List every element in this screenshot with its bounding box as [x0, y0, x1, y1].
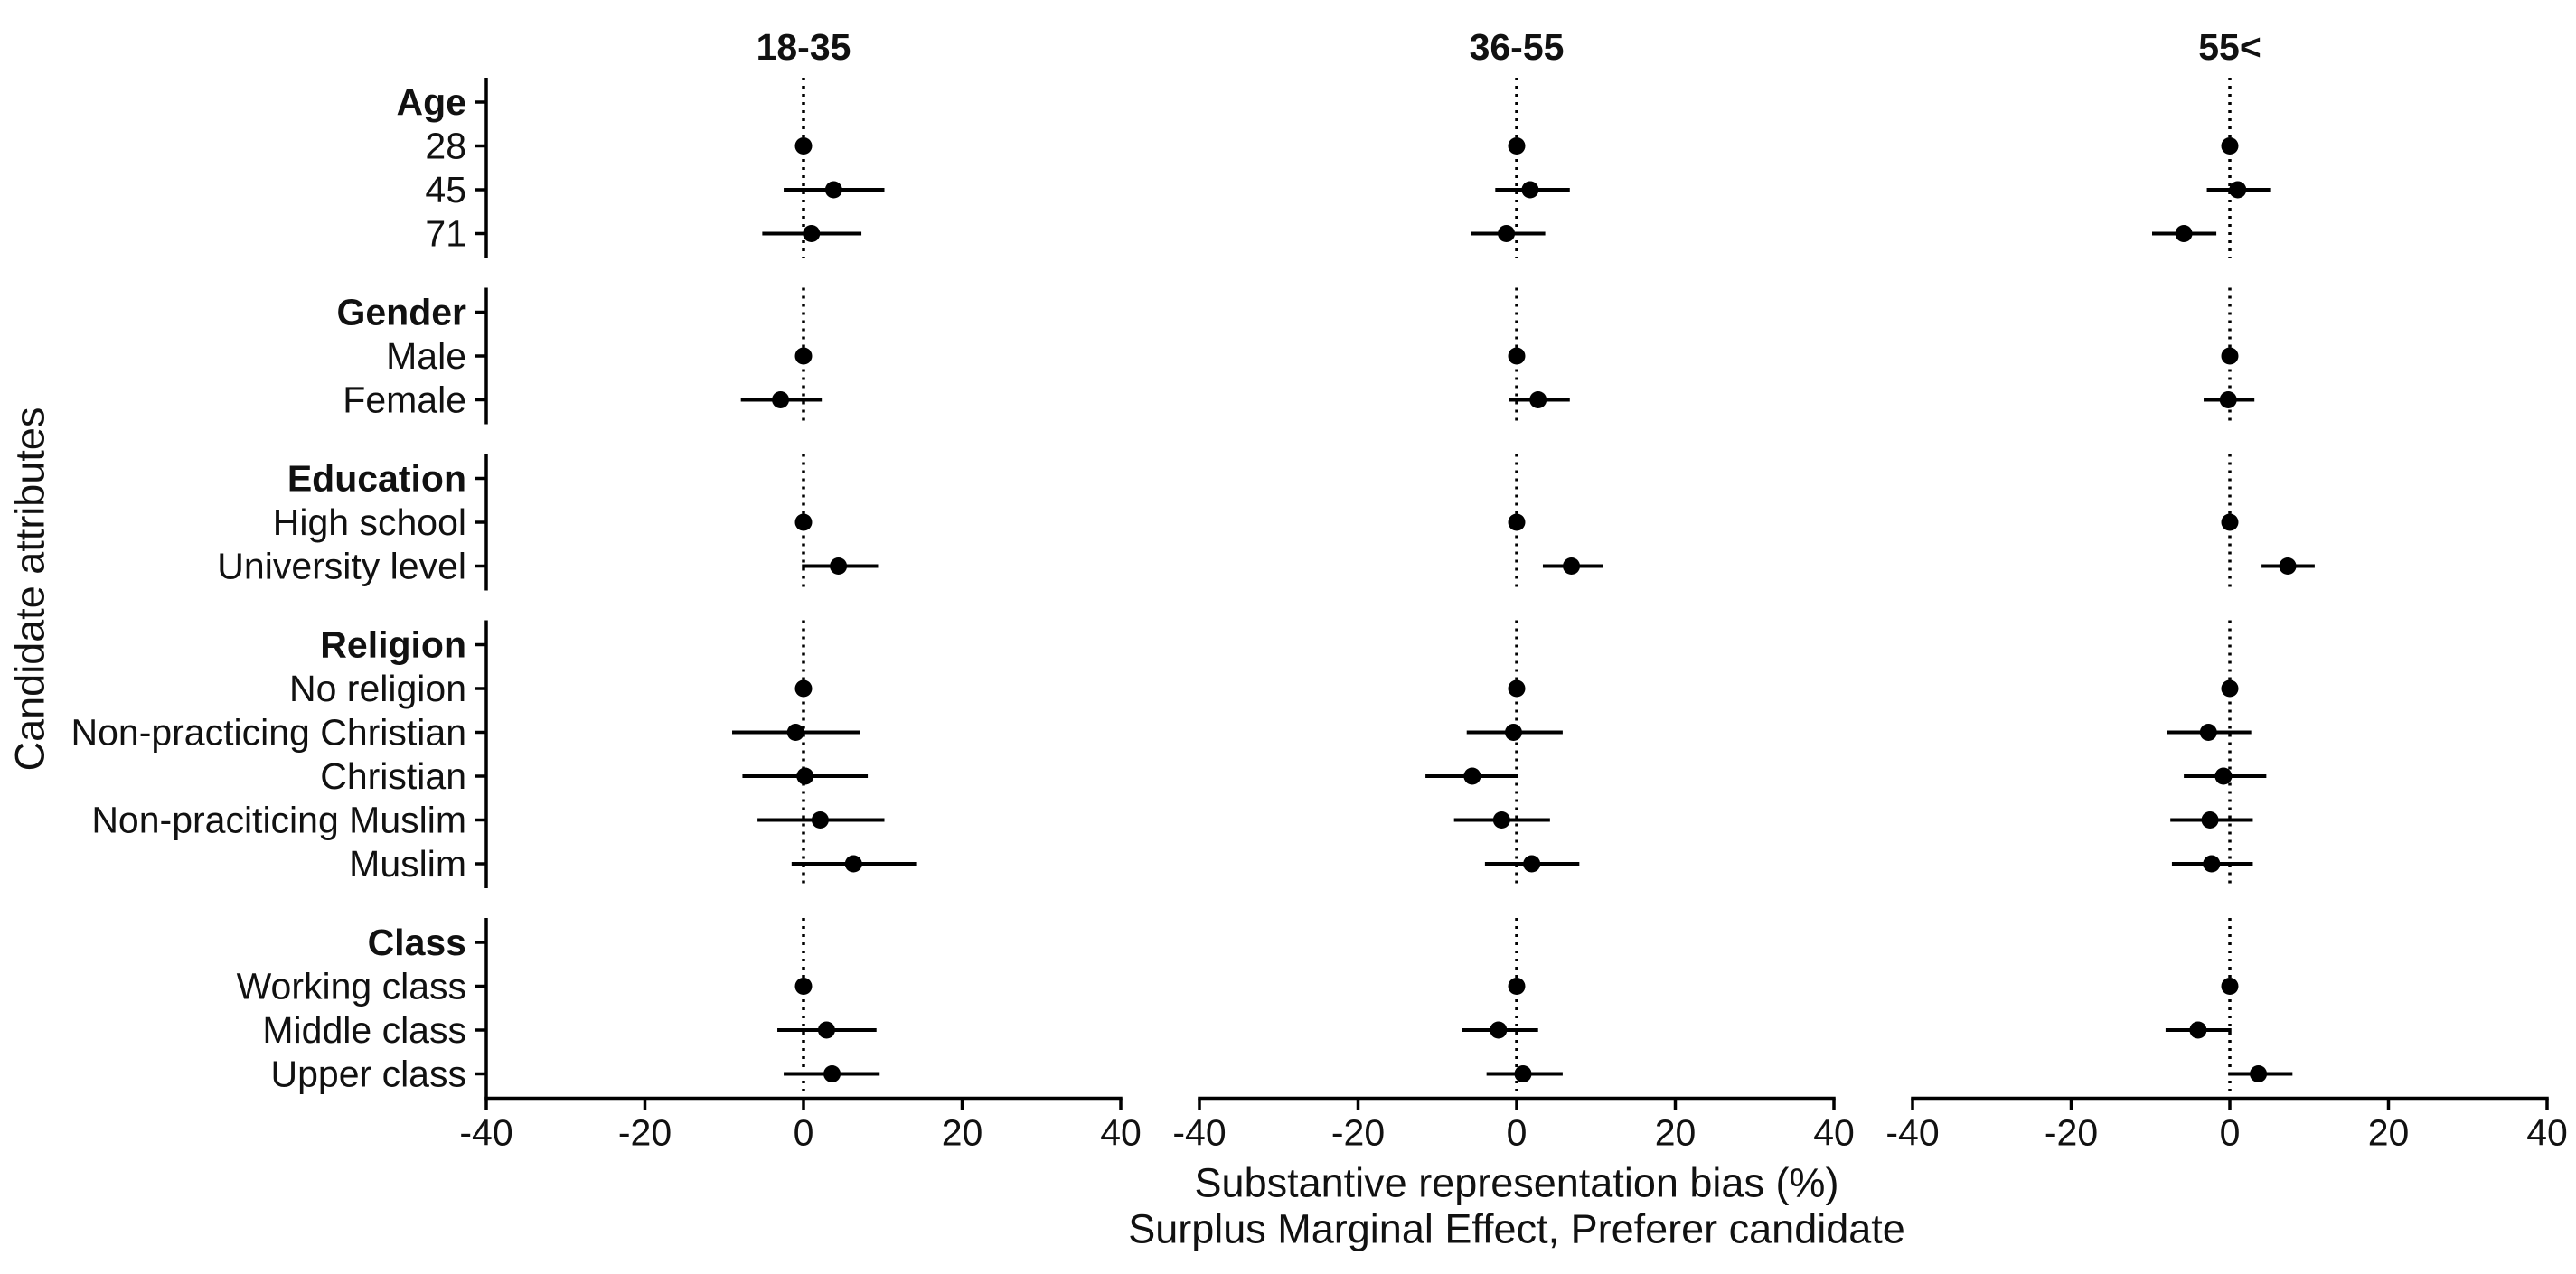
x-tick-label: 20 — [2368, 1112, 2410, 1154]
category-label-male: Male — [386, 335, 466, 377]
x-tick-label: -40 — [1172, 1112, 1226, 1154]
category-label-non-practicing-christian: Non-practicing Christian — [71, 712, 466, 754]
estimate-point-55 — [2219, 391, 2237, 408]
estimate-point-55 — [2229, 181, 2247, 199]
estimate-point-55 — [2221, 978, 2239, 995]
estimate-point-55 — [2250, 1065, 2268, 1082]
x-tick-label: 20 — [942, 1112, 983, 1154]
estimate-point-55 — [2203, 855, 2221, 873]
estimate-point-18-35 — [803, 225, 821, 242]
estimate-point-18-35 — [830, 557, 848, 575]
estimate-point-36-55 — [1514, 1065, 1532, 1082]
estimate-point-55 — [2279, 557, 2297, 575]
estimate-point-36-55 — [1529, 391, 1547, 408]
group-header-education: Education — [287, 458, 466, 500]
category-label-muslim: Muslim — [349, 843, 466, 885]
estimate-point-18-35 — [794, 137, 813, 155]
category-label-middle-class: Middle class — [262, 1009, 466, 1051]
category-label-no-religion: No religion — [289, 668, 466, 709]
x-tick-label: 20 — [1655, 1112, 1697, 1154]
estimate-point-36-55 — [1504, 724, 1522, 741]
panel-title: 36-55 — [1470, 26, 1565, 68]
estimate-point-55 — [2199, 724, 2217, 741]
estimate-point-36-55 — [1508, 347, 1526, 365]
estimate-point-36-55 — [1490, 1021, 1508, 1039]
category-label-28: 28 — [425, 126, 466, 167]
estimate-point-18-35 — [796, 767, 814, 785]
category-label-71: 71 — [425, 213, 466, 255]
x-tick-label: -40 — [1885, 1112, 1939, 1154]
x-tick-label: -20 — [1331, 1112, 1385, 1154]
x-axis-36-55: -40 -20 0 20 40 — [1172, 1096, 1855, 1154]
category-label-high-school: High school — [273, 501, 466, 543]
x-tick-label: -20 — [2045, 1112, 2098, 1154]
category-label-working-class: Working class — [237, 966, 466, 1007]
estimate-point-18-35 — [772, 391, 790, 408]
estimate-point-36-55 — [1463, 767, 1481, 785]
category-label-45: 45 — [425, 169, 466, 211]
estimate-point-55 — [2175, 225, 2193, 242]
estimate-point-18-35 — [811, 811, 829, 829]
x-tick-label: 0 — [1507, 1112, 1528, 1154]
estimate-point-36-55 — [1508, 679, 1526, 698]
estimate-point-18-35 — [794, 978, 813, 995]
x-axis-55: -40 -20 0 20 40 — [1885, 1096, 2568, 1154]
x-tick-label: 40 — [2526, 1112, 2568, 1154]
estimate-point-36-55 — [1563, 557, 1581, 575]
estimate-point-36-55 — [1498, 225, 1516, 242]
estimate-point-36-55 — [1508, 137, 1526, 155]
x-tick-label: -20 — [618, 1112, 672, 1154]
x-tick-label: 40 — [1100, 1112, 1142, 1154]
estimate-point-55 — [2189, 1021, 2207, 1039]
estimate-point-18-35 — [844, 855, 862, 873]
estimate-point-18-35 — [794, 347, 813, 365]
estimate-point-36-55 — [1521, 181, 1539, 199]
x-axis-subtitle: Surplus Marginal Effect, Preferer candid… — [1128, 1206, 1905, 1252]
estimate-point-18-35 — [823, 1065, 841, 1082]
estimate-point-55 — [2221, 347, 2239, 365]
x-tick-label: 0 — [794, 1112, 814, 1154]
panel-title: 18-35 — [757, 26, 851, 68]
group-header-gender: Gender — [336, 292, 466, 333]
group-header-religion: Religion — [320, 624, 466, 666]
estimate-point-18-35 — [824, 181, 842, 199]
estimate-point-36-55 — [1508, 513, 1526, 531]
x-tick-label: 0 — [2220, 1112, 2241, 1154]
estimate-point-55 — [2221, 137, 2239, 155]
estimate-point-55 — [2201, 811, 2219, 829]
x-tick-label: -40 — [459, 1112, 512, 1154]
estimate-point-18-35 — [794, 679, 813, 698]
estimate-point-55 — [2214, 767, 2233, 785]
category-label-university-level: University level — [217, 546, 466, 587]
estimate-point-18-35 — [786, 724, 804, 741]
group-header-class: Class — [368, 922, 466, 963]
estimate-point-18-35 — [794, 513, 813, 531]
estimate-point-36-55 — [1492, 811, 1510, 829]
category-label-christian: Christian — [320, 755, 466, 797]
estimate-point-36-55 — [1508, 978, 1526, 995]
x-tick-label: 40 — [1813, 1112, 1855, 1154]
estimate-point-55 — [2221, 513, 2239, 531]
estimate-point-36-55 — [1523, 855, 1541, 873]
category-label-non-praciticing-muslim: Non-praciticing Muslim — [91, 800, 466, 841]
x-axis-18-35: -40 -20 0 20 40 — [459, 1096, 1142, 1154]
category-label-upper-class: Upper class — [271, 1054, 466, 1095]
x-axis-title: Substantive representation bias (%) — [1195, 1160, 1839, 1206]
y-axis-title: Candidate attributes — [7, 407, 53, 772]
estimate-point-55 — [2221, 679, 2239, 698]
category-label-female: Female — [343, 379, 466, 421]
estimate-point-18-35 — [817, 1021, 835, 1039]
group-header-age: Age — [397, 81, 466, 123]
panel-title: 55< — [2198, 26, 2261, 68]
